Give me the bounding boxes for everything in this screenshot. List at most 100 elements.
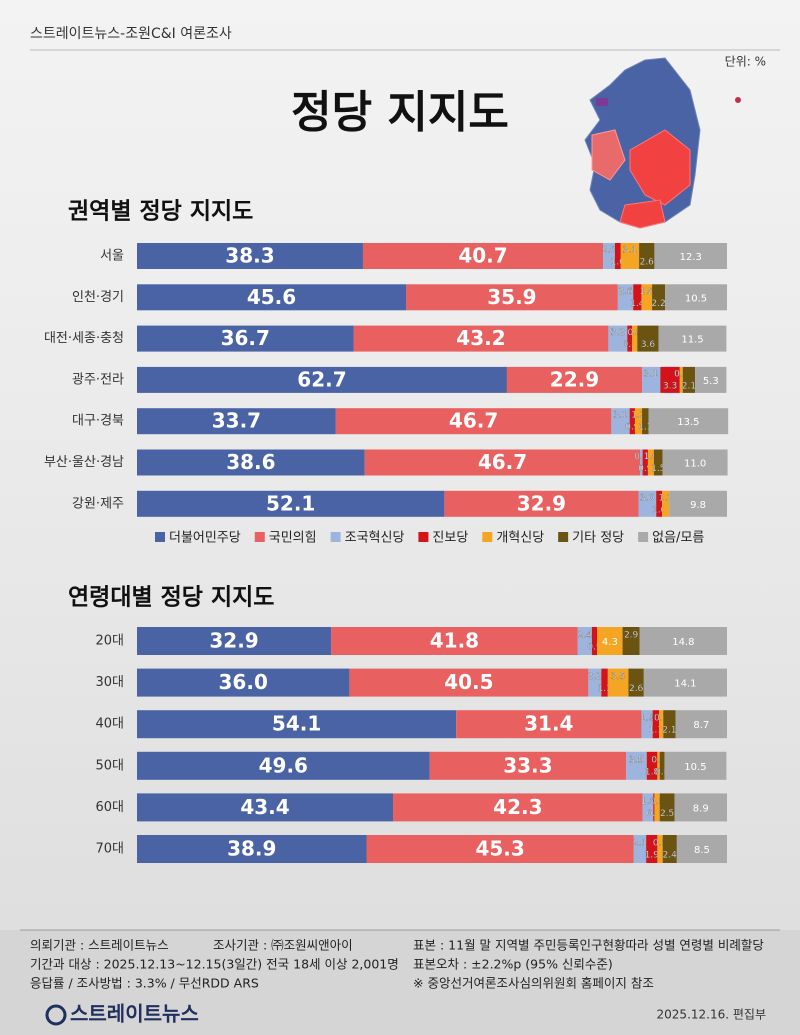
bar-segment — [669, 490, 727, 517]
bar-segment — [444, 490, 639, 517]
footer: 의뢰기관 : 스트레이트뉴스 조사기관 : ㈜조원씨앤아이 표본 : 11월 말 지… — [30, 938, 764, 991]
bar-segment — [652, 284, 666, 311]
legend-label: 개혁신당 — [496, 531, 544, 546]
category-label: 70대 — [95, 842, 124, 857]
value-label: 36.7 — [221, 326, 270, 350]
bar-segment — [137, 284, 407, 311]
bar-segment — [406, 284, 618, 311]
unit: 단위: % — [725, 55, 766, 69]
bar-segment — [641, 284, 653, 311]
value-label: 38.3 — [225, 244, 274, 268]
bar-segment — [429, 751, 627, 780]
main-title: 정당 지지도 — [291, 87, 509, 138]
value-label: 43.2 — [456, 326, 505, 350]
bar-segment — [695, 366, 727, 393]
value-label: 8.9 — [693, 803, 709, 814]
value-label: 41.8 — [430, 629, 479, 653]
bar-segment — [331, 627, 578, 655]
bar-segment — [657, 751, 660, 780]
bar-segment — [638, 490, 657, 517]
value-label: 0.2 — [647, 809, 661, 819]
footer-text: 응답률 / 조사방법 : 3.3% / 무선RDD ARS — [30, 976, 259, 991]
value-label: 10.5 — [685, 293, 707, 304]
value-label: 8.5 — [694, 845, 710, 856]
bar-segment — [611, 408, 630, 435]
value-label: 0.8 — [655, 767, 670, 777]
category-label: 대구·경북 — [72, 414, 124, 429]
bar-segment — [639, 627, 727, 655]
legend-label: 없음/모름 — [652, 531, 704, 546]
category-label: 광주·전라 — [72, 372, 124, 387]
legend-label: 더불어민주당 — [169, 531, 241, 546]
legend-swatch — [418, 532, 429, 542]
bar-segment — [663, 710, 676, 739]
footer-text: 표본오차 : ±2.2%p (95% 신뢰수준) — [413, 957, 613, 972]
legend-swatch — [482, 532, 493, 542]
value-label: 2.1 — [682, 381, 696, 391]
value-label: 2.6 — [618, 287, 633, 297]
value-label: 1.0 — [652, 505, 667, 515]
value-label: 2.6 — [629, 684, 644, 694]
value-label: 1.0 — [611, 258, 626, 268]
bar-segment — [642, 408, 649, 435]
value-label: 3.3 — [663, 381, 677, 391]
value-label: 33.3 — [503, 753, 552, 777]
category-label: 60대 — [95, 800, 124, 815]
value-label: 45.3 — [475, 837, 524, 861]
value-label: 54.1 — [272, 712, 321, 736]
value-label: 3.1 — [623, 246, 637, 256]
logo-icon — [45, 1004, 67, 1026]
bar-segment — [614, 243, 621, 269]
bar-segment — [597, 627, 623, 655]
category-label: 20대 — [95, 634, 124, 649]
value-label: 52.1 — [266, 491, 315, 515]
value-label: 46.7 — [478, 450, 527, 474]
bar-segment — [657, 835, 663, 863]
category-label: 부산·울산·경남 — [44, 455, 124, 470]
bar-segment — [362, 243, 604, 269]
category-label: 인천·경기 — [72, 290, 124, 305]
bar-segment — [607, 668, 629, 697]
value-label: 1.4 — [630, 299, 645, 309]
value-label: 43.4 — [240, 795, 289, 819]
bar-segment — [648, 408, 729, 435]
bar-segment — [639, 243, 655, 269]
value-label: 1.1 — [649, 726, 663, 736]
value-label: 2.4 — [663, 851, 678, 861]
date: 2025.12.16. 편집부 — [657, 1008, 766, 1022]
bar-segment — [637, 325, 659, 352]
value-label: 1.0 — [644, 452, 659, 462]
bar-segment — [646, 835, 658, 863]
bar-segment — [662, 449, 728, 476]
value-label: 45.6 — [247, 285, 296, 309]
bar-segment — [506, 366, 643, 393]
value-label: 40.5 — [444, 670, 493, 694]
value-label: 11.5 — [681, 335, 703, 346]
footer-text: 기간과 대상 : 2025.12.13~12.15(3일간) 전국 18세 이상… — [30, 957, 399, 972]
value-label: 3.1 — [644, 369, 658, 379]
value-label: 13.5 — [677, 417, 699, 428]
bar-segment — [393, 793, 643, 822]
bar-segment — [629, 408, 635, 435]
bar-segment — [662, 835, 677, 863]
value-label: 1.5 — [651, 464, 665, 474]
value-label: 3.5 — [629, 755, 643, 765]
value-label: 3.0 — [640, 493, 655, 503]
bar-segment — [659, 751, 665, 780]
value-label: 2.6 — [640, 258, 655, 268]
bar-segment — [662, 490, 670, 517]
bar-segment — [137, 793, 394, 822]
value-label: 1.2 — [631, 411, 645, 421]
value-label: 9.8 — [690, 500, 706, 511]
value-label: 1.2 — [658, 493, 672, 503]
value-label: 1.1 — [638, 423, 652, 433]
value-label: 3.2 — [611, 328, 625, 338]
bar-segment — [137, 325, 354, 352]
bar-segment — [659, 793, 675, 822]
value-label: 31.4 — [524, 712, 573, 736]
value-label: 49.6 — [259, 753, 308, 777]
value-label: 0.9 — [653, 839, 668, 849]
value-label: 10.5 — [684, 762, 706, 773]
category-label: 강원·제주 — [72, 496, 124, 511]
value-label: 42.3 — [493, 795, 542, 819]
